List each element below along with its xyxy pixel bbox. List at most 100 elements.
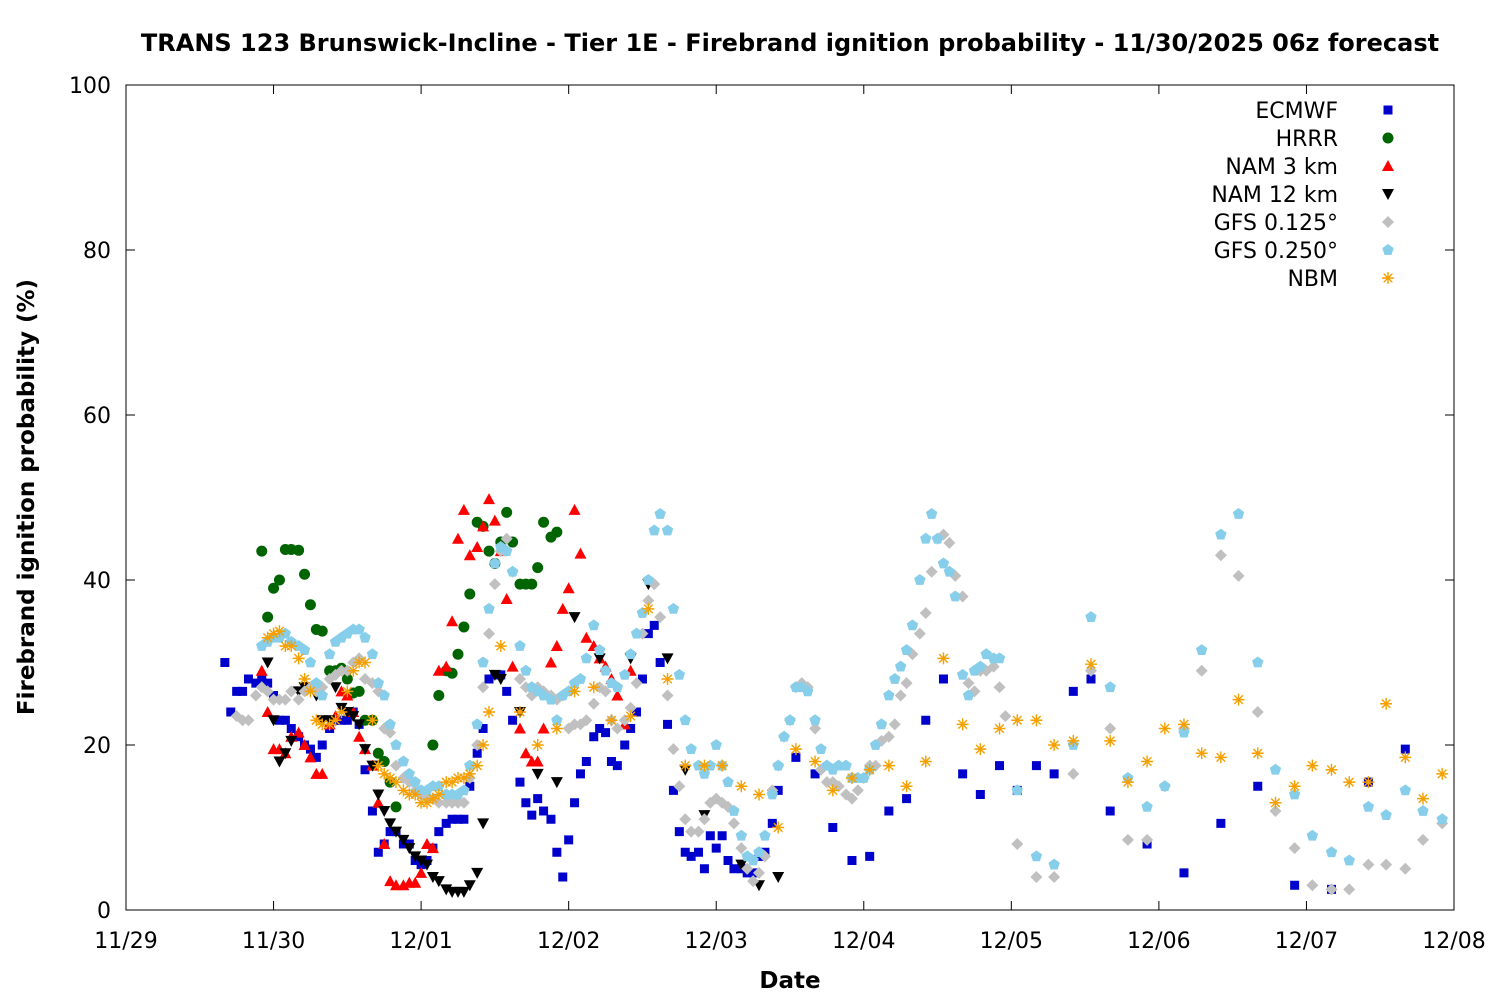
- data-point: [1380, 858, 1393, 871]
- data-point: [1121, 776, 1134, 789]
- data-point: [869, 739, 882, 750]
- data-point: [705, 831, 715, 841]
- legend-marker: [1382, 216, 1394, 228]
- legend-label: NAM 12 km: [1211, 183, 1338, 208]
- data-point: [1104, 681, 1116, 693]
- data-point: [550, 777, 563, 789]
- data-point: [636, 607, 649, 618]
- data-point: [1214, 549, 1227, 562]
- data-point: [619, 668, 631, 680]
- series-nam-12-km: [261, 579, 785, 898]
- data-point: [359, 656, 372, 669]
- data-point: [550, 640, 563, 651]
- data-point: [735, 829, 748, 841]
- data-point: [789, 743, 802, 756]
- data-point: [993, 652, 1006, 664]
- data-point: [802, 685, 814, 697]
- legend-marker: [1382, 132, 1394, 144]
- data-point: [778, 730, 790, 742]
- data-point: [341, 685, 354, 698]
- data-point: [341, 673, 353, 685]
- data-point: [698, 813, 711, 826]
- data-point: [335, 706, 348, 718]
- data-point: [506, 565, 519, 577]
- data-point: [397, 755, 410, 767]
- data-point: [1306, 829, 1319, 841]
- data-point: [531, 739, 544, 751]
- data-point: [372, 796, 385, 808]
- data-point: [685, 743, 697, 754]
- data-point: [914, 574, 926, 585]
- data-point: [494, 640, 507, 652]
- data-point: [717, 831, 727, 841]
- data-point: [1325, 846, 1338, 858]
- data-point: [378, 756, 390, 767]
- data-point: [900, 677, 913, 690]
- data-point: [906, 619, 919, 631]
- data-point: [1269, 763, 1282, 775]
- data-point: [390, 776, 403, 789]
- data-point: [552, 847, 562, 857]
- data-point: [463, 767, 476, 780]
- data-point: [889, 673, 901, 684]
- legend-marker: [1382, 189, 1394, 200]
- data-point: [1252, 656, 1264, 668]
- data-point: [292, 726, 305, 738]
- data-point: [372, 747, 384, 759]
- data-point: [372, 759, 385, 772]
- data-point: [488, 669, 501, 681]
- data-point: [993, 722, 1006, 735]
- data-point: [459, 814, 469, 824]
- data-point: [589, 732, 599, 742]
- data-point: [249, 689, 262, 702]
- data-point: [304, 685, 317, 698]
- data-point: [612, 761, 622, 771]
- data-point: [593, 644, 606, 655]
- data-point: [520, 664, 532, 676]
- data-point: [1179, 868, 1189, 878]
- data-point: [618, 714, 631, 727]
- data-point: [902, 794, 912, 804]
- data-point: [599, 685, 612, 698]
- data-point: [472, 748, 482, 758]
- data-point: [956, 668, 969, 680]
- data-point: [956, 590, 969, 603]
- data-point: [716, 759, 729, 772]
- data-point: [810, 769, 820, 779]
- data-point: [329, 682, 342, 694]
- data-point: [384, 818, 397, 830]
- data-point: [384, 726, 397, 739]
- x-tick-label: 12/06: [1127, 929, 1190, 954]
- data-point: [987, 660, 1000, 673]
- data-point: [1121, 833, 1134, 846]
- data-point: [261, 657, 274, 669]
- legend-marker: [1383, 105, 1393, 115]
- data-point: [1048, 871, 1061, 883]
- data-point: [1306, 879, 1319, 892]
- data-point: [500, 532, 513, 545]
- data-point: [1343, 854, 1355, 866]
- data-point: [1141, 833, 1154, 846]
- data-point: [1343, 883, 1356, 896]
- data-point: [477, 739, 490, 751]
- data-point: [494, 674, 507, 685]
- data-point: [620, 740, 630, 750]
- data-point: [845, 772, 858, 784]
- data-point: [556, 602, 569, 614]
- data-point: [1141, 800, 1153, 812]
- data-point: [267, 715, 280, 727]
- data-point: [527, 810, 537, 820]
- data-point: [409, 776, 421, 787]
- data-point: [1325, 763, 1338, 776]
- data-point: [1232, 569, 1245, 582]
- data-point: [515, 777, 525, 787]
- data-point: [943, 536, 956, 549]
- data-point: [514, 640, 526, 651]
- data-point: [317, 740, 327, 750]
- data-point: [304, 599, 316, 611]
- y-tick-label: 80: [83, 239, 111, 264]
- data-point: [882, 759, 895, 772]
- data-point: [624, 701, 637, 714]
- data-point: [359, 631, 371, 643]
- data-point: [513, 673, 526, 685]
